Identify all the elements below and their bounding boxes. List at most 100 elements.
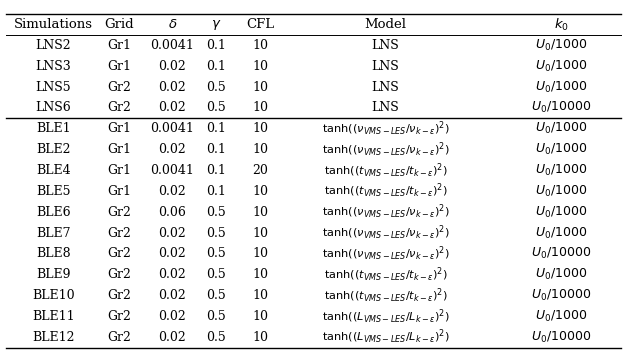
Text: BLE10: BLE10 [32,289,75,302]
Text: 10: 10 [252,185,268,198]
Text: Gr2: Gr2 [107,101,131,114]
Text: 0.5: 0.5 [206,227,226,240]
Text: $\tanh((t_{VMS-LES}/t_{k-\varepsilon})^2)$: $\tanh((t_{VMS-LES}/t_{k-\varepsilon})^2… [324,182,448,201]
Text: 0.02: 0.02 [159,185,186,198]
Text: Gr1: Gr1 [107,122,131,135]
Text: Gr2: Gr2 [107,268,131,281]
Text: 0.02: 0.02 [159,310,186,323]
Text: $\tanh((\nu_{VMS-LES}/\nu_{k-\varepsilon})^2)$: $\tanh((\nu_{VMS-LES}/\nu_{k-\varepsilon… [322,245,450,263]
Text: 0.5: 0.5 [206,331,226,344]
Text: Gr2: Gr2 [107,206,131,219]
Text: $U_0/1000$: $U_0/1000$ [535,59,587,74]
Text: Gr1: Gr1 [107,39,131,52]
Text: $\tanh((L_{VMS-LES}/L_{k-\varepsilon})^2)$: $\tanh((L_{VMS-LES}/L_{k-\varepsilon})^2… [322,307,450,325]
Text: 10: 10 [252,143,268,156]
Text: 0.06: 0.06 [159,206,186,219]
Text: BLE6: BLE6 [36,206,71,219]
Text: BLE8: BLE8 [36,247,71,261]
Text: BLE5: BLE5 [36,185,71,198]
Text: 10: 10 [252,289,268,302]
Text: 10: 10 [252,247,268,261]
Text: LNS: LNS [372,39,399,52]
Text: $U_0/1000$: $U_0/1000$ [535,38,587,53]
Text: $U_0/1000$: $U_0/1000$ [535,184,587,199]
Text: 10: 10 [252,122,268,135]
Text: 10: 10 [252,206,268,219]
Text: $\gamma$: $\gamma$ [211,18,221,31]
Text: Gr2: Gr2 [107,310,131,323]
Text: 0.02: 0.02 [159,80,186,94]
Text: BLE4: BLE4 [36,164,71,177]
Text: 0.5: 0.5 [206,206,226,219]
Text: LNS5: LNS5 [36,80,71,94]
Text: Gr2: Gr2 [107,80,131,94]
Text: 0.02: 0.02 [159,60,186,73]
Text: 0.5: 0.5 [206,310,226,323]
Text: Grid: Grid [104,18,134,31]
Text: $\tanh((\nu_{VMS-LES}/\nu_{k-\varepsilon})^2)$: $\tanh((\nu_{VMS-LES}/\nu_{k-\varepsilon… [322,224,450,242]
Text: 0.0041: 0.0041 [150,122,194,135]
Text: 10: 10 [252,331,268,344]
Text: $\tanh((L_{VMS-LES}/L_{k-\varepsilon})^2)$: $\tanh((L_{VMS-LES}/L_{k-\varepsilon})^2… [322,328,450,346]
Text: 0.1: 0.1 [206,185,226,198]
Text: 0.02: 0.02 [159,331,186,344]
Text: 0.5: 0.5 [206,101,226,114]
Text: Gr2: Gr2 [107,227,131,240]
Text: Gr2: Gr2 [107,289,131,302]
Text: Gr1: Gr1 [107,164,131,177]
Text: 10: 10 [252,101,268,114]
Text: $\tanh((\nu_{VMS-LES}/\nu_{k-\varepsilon})^2)$: $\tanh((\nu_{VMS-LES}/\nu_{k-\varepsilon… [322,140,450,159]
Text: $U_0/1000$: $U_0/1000$ [535,163,587,178]
Text: Simulations: Simulations [14,18,93,31]
Text: LNS3: LNS3 [35,60,71,73]
Text: 0.1: 0.1 [206,60,226,73]
Text: LNS6: LNS6 [35,101,71,114]
Text: 0.5: 0.5 [206,80,226,94]
Text: $\tanh((\nu_{VMS-LES}/\nu_{k-\varepsilon})^2)$: $\tanh((\nu_{VMS-LES}/\nu_{k-\varepsilon… [322,120,450,138]
Text: 0.5: 0.5 [206,289,226,302]
Text: $U_0/10000$: $U_0/10000$ [531,330,591,345]
Text: 0.02: 0.02 [159,268,186,281]
Text: 10: 10 [252,39,268,52]
Text: $\tanh((t_{VMS-LES}/t_{k-\varepsilon})^2)$: $\tanh((t_{VMS-LES}/t_{k-\varepsilon})^2… [324,161,448,180]
Text: 0.1: 0.1 [206,39,226,52]
Text: 0.02: 0.02 [159,101,186,114]
Text: $U_0/1000$: $U_0/1000$ [535,79,587,95]
Text: 0.0041: 0.0041 [150,164,194,177]
Text: $U_0/1000$: $U_0/1000$ [535,205,587,220]
Text: BLE11: BLE11 [32,310,75,323]
Text: LNS: LNS [372,80,399,94]
Text: $U_0/10000$: $U_0/10000$ [531,246,591,262]
Text: BLE7: BLE7 [36,227,71,240]
Text: 10: 10 [252,227,268,240]
Text: 0.02: 0.02 [159,247,186,261]
Text: $\tanh((t_{VMS-LES}/t_{k-\varepsilon})^2)$: $\tanh((t_{VMS-LES}/t_{k-\varepsilon})^2… [324,266,448,284]
Text: BLE12: BLE12 [32,331,75,344]
Text: $U_0/1000$: $U_0/1000$ [535,309,587,324]
Text: BLE2: BLE2 [36,143,71,156]
Text: 0.1: 0.1 [206,164,226,177]
Text: $U_0/1000$: $U_0/1000$ [535,142,587,157]
Text: 10: 10 [252,80,268,94]
Text: Gr2: Gr2 [107,247,131,261]
Text: $U_0/1000$: $U_0/1000$ [535,267,587,282]
Text: $U_0/10000$: $U_0/10000$ [531,288,591,303]
Text: 0.02: 0.02 [159,143,186,156]
Text: $U_0/1000$: $U_0/1000$ [535,226,587,241]
Text: 0.5: 0.5 [206,247,226,261]
Text: 0.5: 0.5 [206,268,226,281]
Text: $k_0$: $k_0$ [554,17,569,32]
Text: BLE1: BLE1 [36,122,71,135]
Text: Gr2: Gr2 [107,331,131,344]
Text: $\tanh((\nu_{VMS-LES}/\nu_{k-\varepsilon})^2)$: $\tanh((\nu_{VMS-LES}/\nu_{k-\varepsilon… [322,203,450,221]
Text: $\tanh((t_{VMS-LES}/t_{k-\varepsilon})^2)$: $\tanh((t_{VMS-LES}/t_{k-\varepsilon})^2… [324,287,448,305]
Text: Gr1: Gr1 [107,143,131,156]
Text: 0.02: 0.02 [159,289,186,302]
Text: 20: 20 [252,164,268,177]
Text: Gr1: Gr1 [107,185,131,198]
Text: 10: 10 [252,60,268,73]
Text: 0.0041: 0.0041 [150,39,194,52]
Text: CFL: CFL [246,18,274,31]
Text: Model: Model [365,18,406,31]
Text: Gr1: Gr1 [107,60,131,73]
